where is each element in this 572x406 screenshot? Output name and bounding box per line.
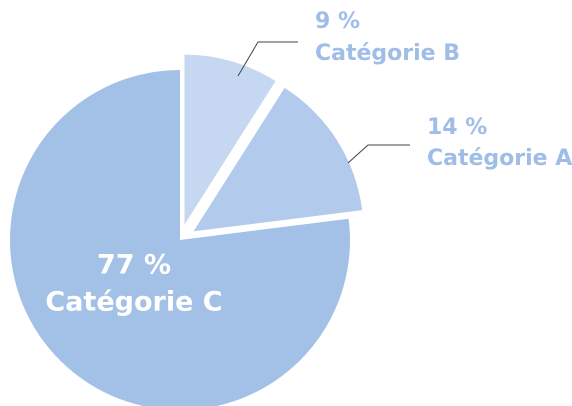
value-label: 9 % [315, 9, 360, 34]
pie-slice [184, 54, 276, 225]
category-label: Catégorie B [315, 41, 460, 66]
pie-slice [10, 70, 350, 406]
slices [10, 54, 363, 406]
pie-slice [193, 87, 363, 232]
value-label: 77 % [97, 250, 171, 281]
category-label: Catégorie C [45, 287, 222, 318]
leader-line [237, 41, 298, 77]
value-label: 14 % [427, 115, 487, 140]
leader-line [347, 144, 410, 164]
category-label: Catégorie A [427, 146, 572, 171]
